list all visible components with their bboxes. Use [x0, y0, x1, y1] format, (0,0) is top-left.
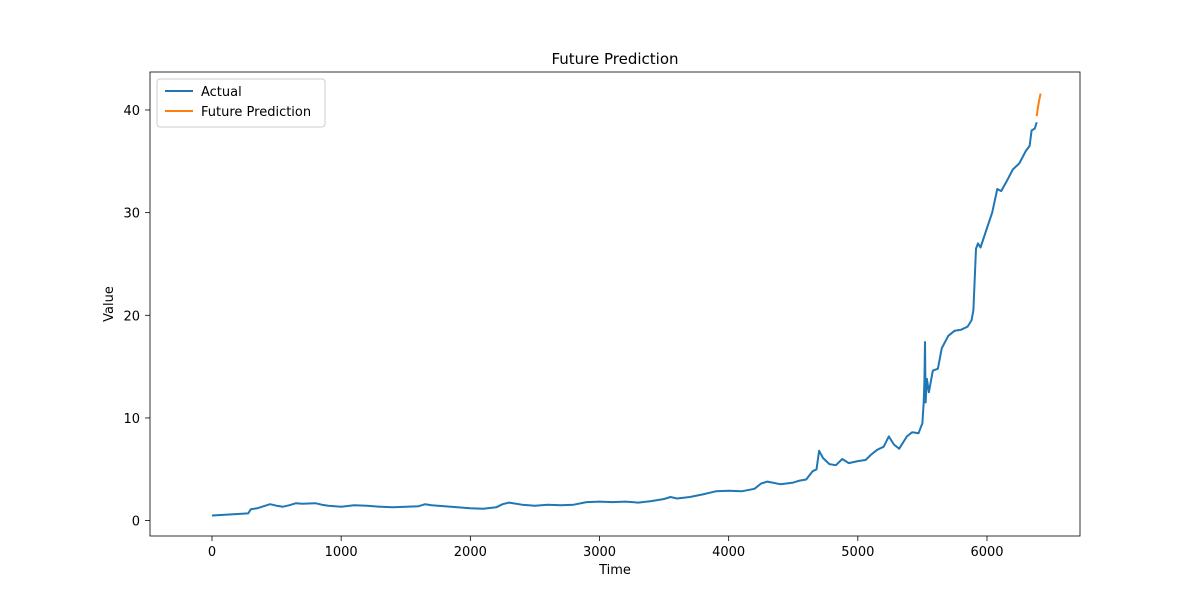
- series-line-future-prediction: [1035, 93, 1042, 117]
- x-axis: 0 1000 2000 3000 4000 5000 6000: [208, 536, 1004, 560]
- y-tick-label: 20: [123, 309, 140, 324]
- y-tick-label: 30: [123, 207, 140, 222]
- legend-label-future-prediction: Future Prediction: [201, 105, 311, 120]
- series-line-actual: [211, 122, 1038, 517]
- x-tick-label: 0: [208, 545, 216, 560]
- legend-label-actual: Actual: [201, 85, 242, 100]
- y-axis: 0 10 20 30 40: [123, 104, 150, 530]
- y-tick-label: 40: [123, 104, 140, 119]
- x-tick-label: 2000: [454, 545, 487, 560]
- y-tick-label: 0: [132, 515, 140, 530]
- y-tick-label: 10: [123, 412, 140, 427]
- axes-frame: [149, 71, 1081, 537]
- x-tick-label: 1000: [325, 545, 358, 560]
- x-tick-label: 4000: [712, 545, 745, 560]
- chart-title: Future Prediction: [551, 50, 678, 68]
- plot-area: [211, 93, 1042, 517]
- legend-box: [156, 78, 326, 128]
- legend: Actual Future Prediction: [156, 78, 326, 128]
- y-axis-label: Value: [102, 286, 117, 322]
- x-tick-label: 5000: [841, 545, 874, 560]
- x-tick-label: 6000: [970, 545, 1003, 560]
- x-tick-label: 3000: [583, 545, 616, 560]
- x-axis-label: Time: [598, 563, 631, 578]
